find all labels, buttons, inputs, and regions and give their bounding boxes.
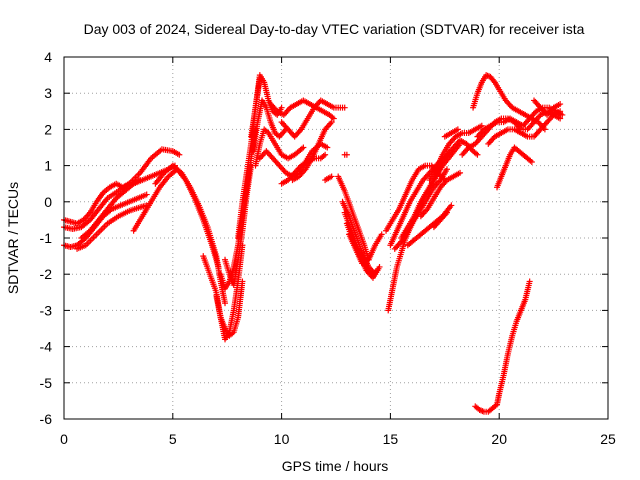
data-point: [328, 119, 335, 126]
series-2: [61, 146, 183, 232]
data-point: [478, 122, 485, 129]
plot-frame: [63, 56, 609, 420]
series-34: [417, 169, 464, 220]
x-axis-label: GPS time / hours: [282, 458, 389, 474]
data-point: [490, 77, 497, 84]
series-36: [441, 126, 461, 140]
y-tick-label: -1: [40, 230, 53, 246]
y-axis-label: SDTVAR / TECUs: [5, 182, 21, 294]
x-tick-label: 5: [169, 431, 177, 447]
data-point: [557, 108, 564, 115]
series-20: [289, 119, 335, 184]
series-11: [222, 162, 255, 289]
x-tick-label: 25: [600, 431, 616, 447]
data-point: [448, 202, 455, 209]
data-point: [526, 278, 533, 285]
y-tick-label: 3: [44, 85, 52, 101]
series-35: [426, 122, 485, 184]
data-point: [300, 144, 307, 151]
y-tick-label: 4: [44, 49, 52, 65]
data-point: [557, 101, 564, 108]
data-point: [176, 151, 183, 158]
series-5: [78, 162, 178, 241]
data-point: [443, 209, 450, 216]
data-points: [61, 72, 566, 415]
y-tick-label: -4: [40, 339, 53, 355]
data-point: [559, 111, 566, 118]
series-21: [341, 151, 350, 158]
series-41: [485, 108, 564, 147]
y-tick-label: 2: [44, 121, 52, 137]
data-point: [457, 169, 464, 176]
x-tick-label: 15: [383, 431, 399, 447]
series-4: [74, 202, 150, 252]
data-point: [222, 300, 229, 307]
series-15: [252, 126, 307, 169]
data-point: [443, 166, 450, 173]
series-44: [472, 278, 533, 415]
series-43: [531, 97, 564, 118]
y-tick-label: -6: [40, 411, 53, 427]
y-tick-label: -2: [40, 266, 53, 282]
x-tick-label: 0: [60, 431, 68, 447]
y-tick-label: -5: [40, 375, 53, 391]
y-tick-label: -3: [40, 302, 53, 318]
chart-title: Day 003 of 2024, Sidereal Day-to-day VTE…: [84, 21, 585, 37]
x-tick-label: 10: [274, 431, 290, 447]
data-point: [341, 104, 348, 111]
series-27: [346, 231, 385, 267]
data-point: [474, 151, 481, 158]
data-point: [378, 231, 385, 238]
data-point: [330, 115, 337, 122]
data-point: [454, 126, 461, 133]
data-point: [528, 158, 535, 165]
data-point: [376, 263, 383, 270]
series-42: [494, 144, 535, 191]
data-point: [324, 144, 331, 151]
series-37: [430, 209, 450, 231]
data-point: [239, 278, 246, 285]
data-point: [328, 173, 335, 180]
data-point: [143, 191, 150, 198]
data-point: [343, 151, 350, 158]
series-18: [278, 97, 348, 140]
data-point: [322, 151, 329, 158]
data-point: [278, 104, 285, 111]
y-tick-label: 1: [44, 158, 52, 174]
y-tick-label: 0: [44, 194, 52, 210]
series-9: [213, 278, 246, 339]
series-22: [322, 173, 335, 184]
series-29: [383, 162, 448, 234]
x-tick-label: 20: [491, 431, 507, 447]
